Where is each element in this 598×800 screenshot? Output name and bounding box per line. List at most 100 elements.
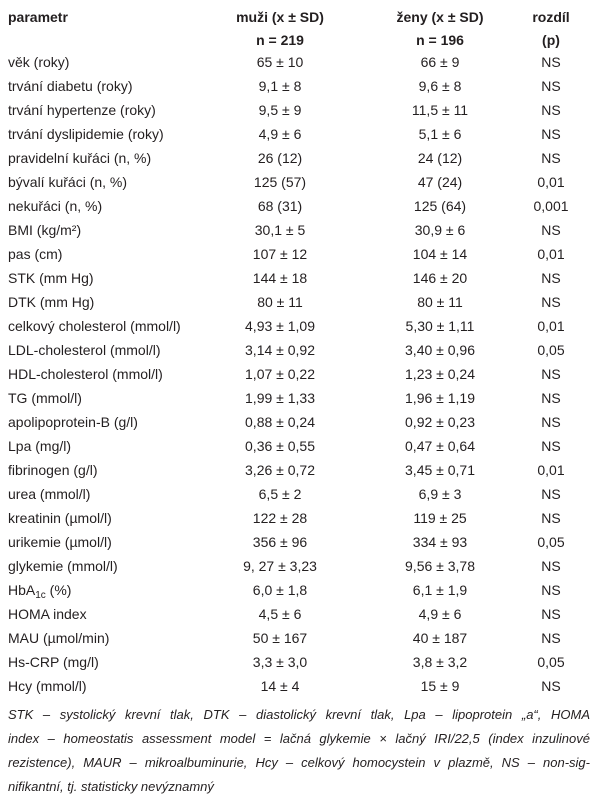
cell: 104 ± 14 bbox=[412, 246, 468, 262]
cell: 146 ± 20 bbox=[412, 270, 468, 286]
cell: NS bbox=[541, 366, 561, 382]
cell: 0,01 bbox=[537, 318, 565, 334]
cell: 0,001 bbox=[533, 198, 569, 214]
cell: 4,9 ± 6 bbox=[418, 606, 462, 622]
row-label: Hs-CRP (mg/l) bbox=[8, 654, 99, 670]
cell: 65 ± 10 bbox=[256, 54, 304, 70]
cell: 3,45 ± 0,71 bbox=[405, 462, 475, 478]
cell: NS bbox=[541, 222, 561, 238]
cell: NS bbox=[541, 78, 561, 94]
cell: 356 ± 96 bbox=[252, 534, 308, 550]
cell: 6,0 ± 1,8 bbox=[252, 582, 308, 598]
cell: 0,47 ± 0,64 bbox=[405, 438, 475, 454]
label-part: (%) bbox=[45, 582, 72, 598]
cell: 26 (12) bbox=[257, 150, 303, 166]
cell: 0,05 bbox=[537, 654, 565, 670]
row-label: LDL-cholesterol (mmol/l) bbox=[8, 342, 161, 358]
row-label: HOMA index bbox=[8, 606, 87, 622]
cell: 80 ± 11 bbox=[417, 294, 463, 310]
cell: 125 (57) bbox=[253, 174, 307, 190]
header-cell: n = 196 bbox=[416, 32, 464, 48]
cell: 66 ± 9 bbox=[420, 54, 460, 70]
row-label: trvání hypertenze (roky) bbox=[8, 102, 156, 118]
cell: NS bbox=[541, 678, 561, 694]
cell: 125 (64) bbox=[413, 198, 467, 214]
cell: 0,36 ± 0,55 bbox=[245, 438, 315, 454]
row-label: glykemie (mmol/l) bbox=[8, 558, 118, 574]
cell: 3,3 ± 3,0 bbox=[252, 654, 308, 670]
cell: 0,92 ± 0,23 bbox=[405, 414, 475, 430]
cell: 1,99 ± 1,33 bbox=[245, 390, 315, 406]
footnote-line: rezistence), MAUR – mikroalbuminurie, Hc… bbox=[8, 755, 590, 770]
cell: 14 ± 4 bbox=[260, 678, 300, 694]
cell: NS bbox=[541, 606, 561, 622]
cell: 3,40 ± 0,96 bbox=[405, 342, 475, 358]
cell: 122 ± 28 bbox=[252, 510, 308, 526]
cell: 11,5 ± 11 bbox=[411, 102, 469, 118]
cell: NS bbox=[541, 414, 561, 430]
header-cell: parametr bbox=[8, 9, 68, 25]
cell: NS bbox=[541, 486, 561, 502]
cell: 9,5 ± 9 bbox=[258, 102, 302, 118]
row-label: nekuřáci (n, %) bbox=[8, 198, 103, 214]
cell: 144 ± 18 bbox=[252, 270, 308, 286]
cell: 3,26 ± 0,72 bbox=[245, 462, 315, 478]
row-label: HbA1c (%) bbox=[8, 580, 72, 601]
footnote-line: index – homeostatis assessment model = l… bbox=[8, 731, 590, 746]
row-label: věk (roky) bbox=[8, 54, 70, 70]
cell: 0,05 bbox=[537, 534, 565, 550]
row-label: STK (mm Hg) bbox=[8, 270, 94, 286]
label-part: 1c bbox=[35, 590, 46, 601]
row-label: bývalí kuřáci (n, %) bbox=[8, 174, 128, 190]
row-label: pravidelní kuřáci (n, %) bbox=[8, 150, 152, 166]
cell: 6,1 ± 1,9 bbox=[412, 582, 468, 598]
cell: 24 (12) bbox=[417, 150, 463, 166]
cell: NS bbox=[541, 126, 561, 142]
cell: 1,23 ± 0,24 bbox=[405, 366, 475, 382]
header-cell: rozdíl bbox=[532, 9, 570, 25]
row-label: apolipoprotein-B (g/l) bbox=[8, 414, 138, 430]
cell: 0,01 bbox=[537, 174, 565, 190]
footnote: STK – systolický krevní tlak, DTK – dias… bbox=[8, 703, 590, 799]
cell: 6,9 ± 3 bbox=[418, 486, 462, 502]
cell: 1,07 ± 0,22 bbox=[245, 366, 315, 382]
row-label: urea (mmol/l) bbox=[8, 486, 91, 502]
cell: NS bbox=[541, 438, 561, 454]
row-label: TG (mmol/l) bbox=[8, 390, 82, 406]
cell: 0,01 bbox=[537, 246, 565, 262]
cell: NS bbox=[541, 558, 561, 574]
cell: 30,1 ± 5 bbox=[254, 222, 306, 238]
cell: 4,9 ± 6 bbox=[258, 126, 302, 142]
row-label: kreatinin (µmol/l) bbox=[8, 510, 112, 526]
cell: 9,56 ± 3,78 bbox=[405, 558, 475, 574]
cell: 9, 27 ± 3,23 bbox=[243, 558, 317, 574]
cell: 6,5 ± 2 bbox=[258, 486, 302, 502]
cell: 0,88 ± 0,24 bbox=[245, 414, 315, 430]
cell: NS bbox=[541, 102, 561, 118]
row-label: celkový cholesterol (mmol/l) bbox=[8, 318, 181, 334]
cell: 68 (31) bbox=[257, 198, 303, 214]
cell: 47 (24) bbox=[417, 174, 463, 190]
label-part: HbA bbox=[8, 582, 36, 598]
cell: NS bbox=[541, 390, 561, 406]
row-label: MAU (µmol/min) bbox=[8, 630, 110, 646]
cell: 50 ± 167 bbox=[252, 630, 308, 646]
cell: NS bbox=[541, 150, 561, 166]
cell: 3,8 ± 3,2 bbox=[412, 654, 468, 670]
row-label: trvání dyslipidemie (roky) bbox=[8, 126, 164, 142]
cell: 30,9 ± 6 bbox=[414, 222, 466, 238]
cell: NS bbox=[541, 294, 561, 310]
row-label: fibrinogen (g/l) bbox=[8, 462, 98, 478]
cell: 9,6 ± 8 bbox=[418, 78, 462, 94]
cell: 1,96 ± 1,19 bbox=[405, 390, 475, 406]
cell: NS bbox=[541, 582, 561, 598]
cell: 4,93 ± 1,09 bbox=[245, 318, 315, 334]
cell: 9,1 ± 8 bbox=[258, 78, 302, 94]
cell: 5,1 ± 6 bbox=[418, 126, 462, 142]
footnote-line: STK – systolický krevní tlak, DTK – dias… bbox=[8, 707, 590, 722]
row-label: urikemie (µmol/l) bbox=[8, 534, 112, 550]
cell: NS bbox=[541, 54, 561, 70]
cell: 0,05 bbox=[537, 342, 565, 358]
cell: NS bbox=[541, 510, 561, 526]
